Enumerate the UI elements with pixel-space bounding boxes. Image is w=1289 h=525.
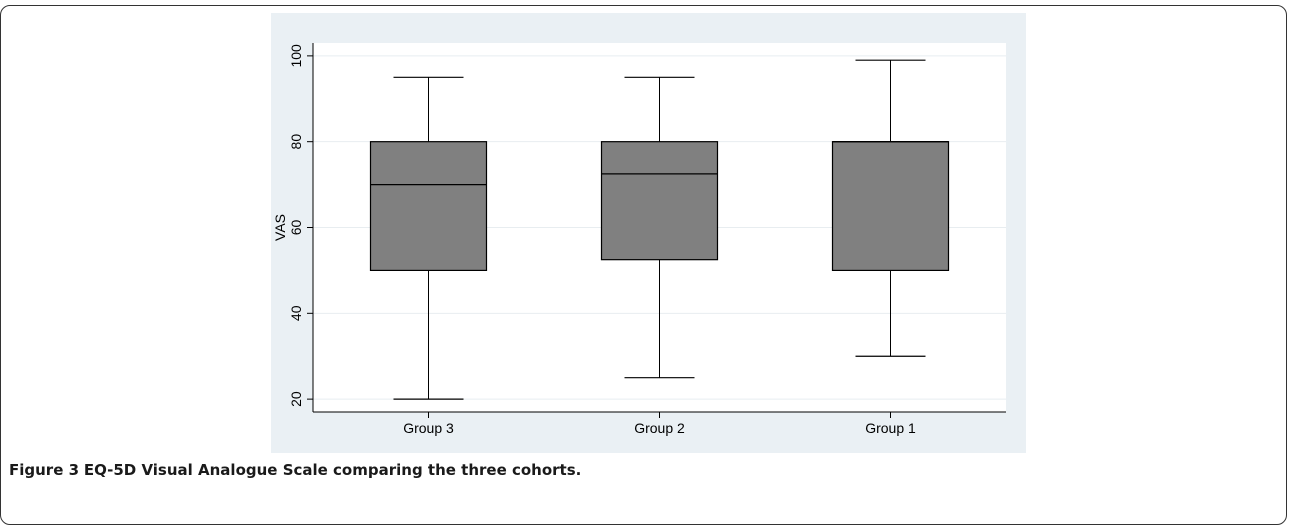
box-group-2	[600, 141, 719, 261]
box-layer	[369, 59, 950, 400]
label-layer: 20 40 60 80 100 VAS Group 3 Group 2 Group 1	[272, 44, 916, 436]
y-tick-label-40: 40	[288, 305, 304, 321]
x-tick-label-group-3: Group 3	[403, 420, 454, 436]
box-plot-chart: 20 40 60 80 100 VAS Group 3 Group 2 Group 1	[272, 43, 1006, 436]
x-tick-label-group-2: Group 2	[634, 420, 685, 436]
y-tick-label-80: 80	[288, 134, 304, 150]
axes-layer	[307, 43, 1006, 418]
y-tick-label-60: 60	[288, 220, 304, 236]
box-group-1	[831, 141, 950, 272]
figure-caption-text: EQ-5D Visual Analogue Scale comparing th…	[83, 461, 582, 479]
y-tick-label-100: 100	[288, 44, 304, 68]
y-tick-label-20: 20	[288, 391, 304, 407]
y-axis-label: VAS	[272, 214, 288, 241]
x-tick-label-group-1: Group 1	[865, 420, 916, 436]
box-group-3	[369, 141, 488, 272]
figure-caption: Figure 3 EQ-5D Visual Analogue Scale com…	[9, 461, 581, 479]
figure-caption-label: Figure 3	[9, 461, 80, 479]
